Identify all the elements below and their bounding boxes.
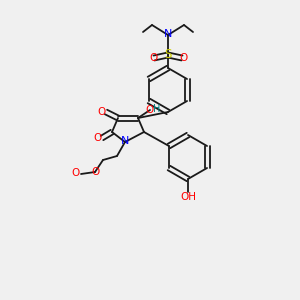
Text: O: O	[98, 107, 106, 117]
Text: O: O	[91, 167, 99, 177]
Text: S: S	[164, 49, 172, 62]
Text: N: N	[164, 29, 172, 39]
Text: O: O	[149, 53, 157, 63]
Text: H: H	[153, 104, 161, 114]
Text: O: O	[146, 105, 154, 115]
Text: N: N	[121, 136, 129, 146]
Text: OH: OH	[180, 192, 196, 202]
Text: O: O	[94, 133, 102, 143]
Text: O: O	[179, 53, 187, 63]
Text: O: O	[72, 168, 80, 178]
